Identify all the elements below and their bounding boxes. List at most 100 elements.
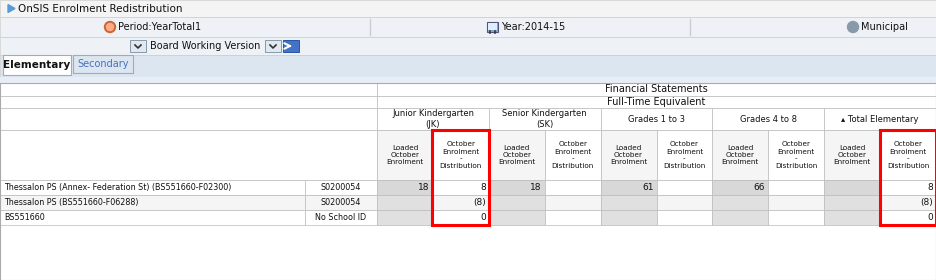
Bar [768,130,825,180]
Text: 66: 66 [753,183,766,192]
Bar [0,180,305,195]
Text: 8: 8 [480,183,486,192]
Bar [305,210,377,225]
Text: 0: 0 [928,213,933,222]
Polygon shape [8,4,15,13]
Circle shape [107,24,113,31]
Bar [768,180,825,195]
Text: Senior Kindergarten
(SK): Senior Kindergarten (SK) [503,109,587,129]
Circle shape [847,22,858,32]
Bar [432,130,489,225]
Bar [656,180,712,195]
Text: 0: 0 [480,213,486,222]
Text: Grades 1 to 3: Grades 1 to 3 [628,115,685,123]
Text: BS551660: BS551660 [4,213,45,222]
Bar [487,22,498,32]
Bar [3,55,71,75]
Text: October
Enrolment
-
Distribution: October Enrolment - Distribution [664,141,706,169]
Text: Loaded
October
Enrolment: Loaded October Enrolment [610,145,647,165]
Text: 61: 61 [642,183,653,192]
Bar [601,195,656,210]
Text: Full-Time Equivalent: Full-Time Equivalent [607,97,706,107]
Bar [489,195,545,210]
Text: 18: 18 [530,183,542,192]
Text: Financial Statements: Financial Statements [606,85,708,95]
Bar [432,180,489,195]
Text: Year:2014-15: Year:2014-15 [501,22,565,32]
Bar [432,130,489,180]
Text: Grades 4 to 8: Grades 4 to 8 [739,115,797,123]
Bar [825,195,880,210]
Bar [601,210,656,225]
Bar [601,180,656,195]
Bar [880,195,936,210]
Bar [0,195,305,210]
Bar [265,40,281,52]
Bar [825,130,880,180]
Bar [0,83,936,280]
Bar [432,210,489,225]
Text: (8): (8) [920,198,933,207]
Bar [0,108,377,130]
Bar [0,96,377,108]
Bar [283,40,299,52]
Text: October
Enrolment
-
Distribution: October Enrolment - Distribution [887,141,929,169]
Text: Loaded
October
Enrolment: Loaded October Enrolment [498,145,535,165]
Bar [377,195,432,210]
Text: (8): (8) [473,198,486,207]
Bar [489,180,545,195]
Bar [656,195,712,210]
Bar [880,210,936,225]
Text: Elementary: Elementary [4,60,70,70]
Bar [712,180,768,195]
Text: Period:YearTotal1: Period:YearTotal1 [118,22,201,32]
Bar [880,130,936,225]
Text: Loaded
October
Enrolment: Loaded October Enrolment [722,145,759,165]
Bar [377,180,432,195]
Bar [0,83,377,96]
Bar [130,40,146,52]
Bar [377,130,432,180]
Text: Municipal: Municipal [861,22,908,32]
Text: Thessalon PS (Annex- Federation St) (BS551660-F02300): Thessalon PS (Annex- Federation St) (BS5… [4,183,231,192]
Bar [712,130,768,180]
Bar [656,130,712,180]
Text: S0200054: S0200054 [321,198,361,207]
Text: Junior Kindergarten
(JK): Junior Kindergarten (JK) [392,109,474,129]
Bar [545,210,601,225]
Text: Loaded
October
Enrolment: Loaded October Enrolment [387,145,424,165]
Text: OnSIS Enrolment Redistribution: OnSIS Enrolment Redistribution [18,4,183,13]
Bar [768,210,825,225]
Bar [545,180,601,195]
Text: Thessalon PS (BS551660-F06288): Thessalon PS (BS551660-F06288) [4,198,139,207]
Bar [0,83,936,280]
Bar [489,108,601,130]
Bar [0,17,936,37]
Text: October
Enrolment
-
Distribution: October Enrolment - Distribution [551,141,593,169]
Text: Board Working Version: Board Working Version [150,41,260,51]
Bar [825,180,880,195]
Bar [489,210,545,225]
Bar [377,96,936,108]
Bar [712,210,768,225]
Bar [73,55,133,73]
Bar [601,108,712,130]
Bar [488,23,497,30]
Bar [712,108,825,130]
Text: 18: 18 [418,183,430,192]
Bar [0,210,305,225]
Text: October
Enrolment
-
Distribution: October Enrolment - Distribution [440,141,482,169]
Bar [0,0,936,17]
Bar [377,108,489,130]
Bar [825,108,936,130]
Text: Secondary: Secondary [78,59,129,69]
Bar [305,195,377,210]
Circle shape [105,22,115,32]
Bar [601,130,656,180]
Bar [768,195,825,210]
Bar [0,130,377,180]
Text: October
Enrolment
-
Distribution: October Enrolment - Distribution [775,141,817,169]
Text: S0200054: S0200054 [321,183,361,192]
Bar [0,37,936,55]
Bar [545,195,601,210]
